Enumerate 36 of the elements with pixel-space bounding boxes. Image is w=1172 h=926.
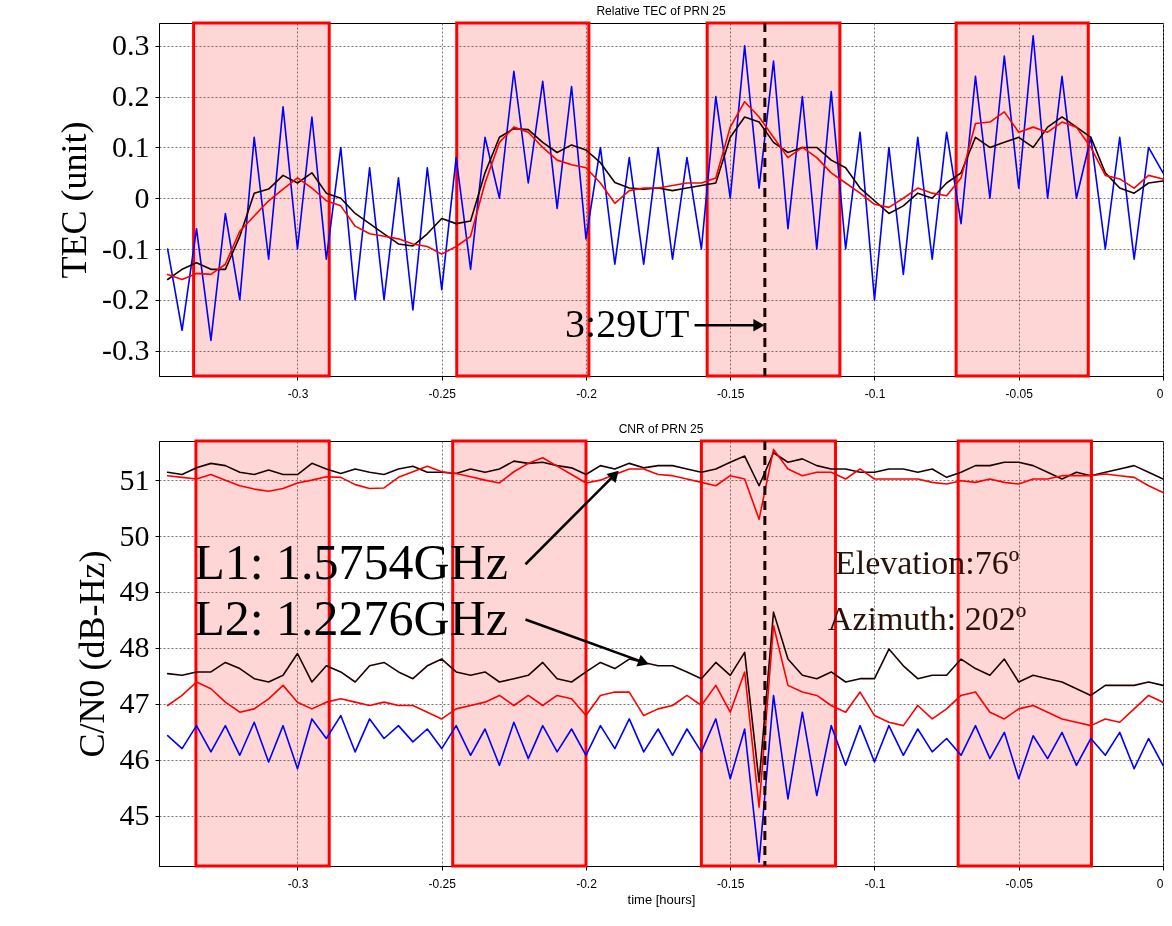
chart-title: Relative TEC of PRN 25 [596, 3, 726, 18]
y-tick-label: 0.2 [112, 79, 150, 113]
x-tick-label: -0.3 [287, 876, 309, 891]
y-tick-label: -0.3 [102, 333, 150, 367]
y-tick-label: -0.2 [102, 282, 150, 316]
x-tick-label: -0.3 [287, 386, 309, 401]
x-tick-label: -0.1 [864, 386, 886, 401]
line-series [166, 694, 1164, 863]
chart-title: CNR of PRN 25 [618, 421, 704, 436]
x-tick-label: -0.15 [717, 386, 745, 401]
y-axis-title: TEC (unit) [54, 121, 95, 279]
line-series [166, 448, 1164, 521]
y-tick-label: 47 [119, 686, 150, 720]
y-tick-label: 0 [134, 180, 150, 214]
x-tick-label: -0.1 [864, 876, 886, 891]
x-tick-label: 0 [1156, 386, 1164, 401]
x-tick-label: 0 [1156, 876, 1164, 891]
y-tick-label: 48 [119, 630, 150, 664]
x-tick-label: -0.05 [1005, 876, 1034, 891]
y-tick-label: 45 [119, 798, 150, 832]
x-axis-title: time [hours] [627, 891, 696, 907]
x-tick-label: -0.25 [428, 876, 457, 891]
y-tick-label: -0.1 [102, 231, 150, 265]
y-tick-label: 51 [119, 462, 150, 496]
y-tick-label: 50 [119, 518, 150, 552]
x-tick-label: -0.05 [1005, 386, 1034, 401]
x-tick-label: -0.2 [576, 876, 598, 891]
x-tick-label: -0.2 [576, 386, 598, 401]
x-tick-label: -0.15 [717, 876, 745, 891]
y-tick-label: 49 [119, 574, 150, 608]
x-tick-label: -0.25 [428, 386, 457, 401]
y-tick-label: 46 [119, 742, 150, 776]
y-tick-label: 0.1 [112, 129, 150, 163]
line-series [166, 34, 1164, 342]
y-tick-label: 0.3 [112, 28, 150, 62]
y-axis-title: C/N0 (dB-Hz) [71, 550, 112, 758]
